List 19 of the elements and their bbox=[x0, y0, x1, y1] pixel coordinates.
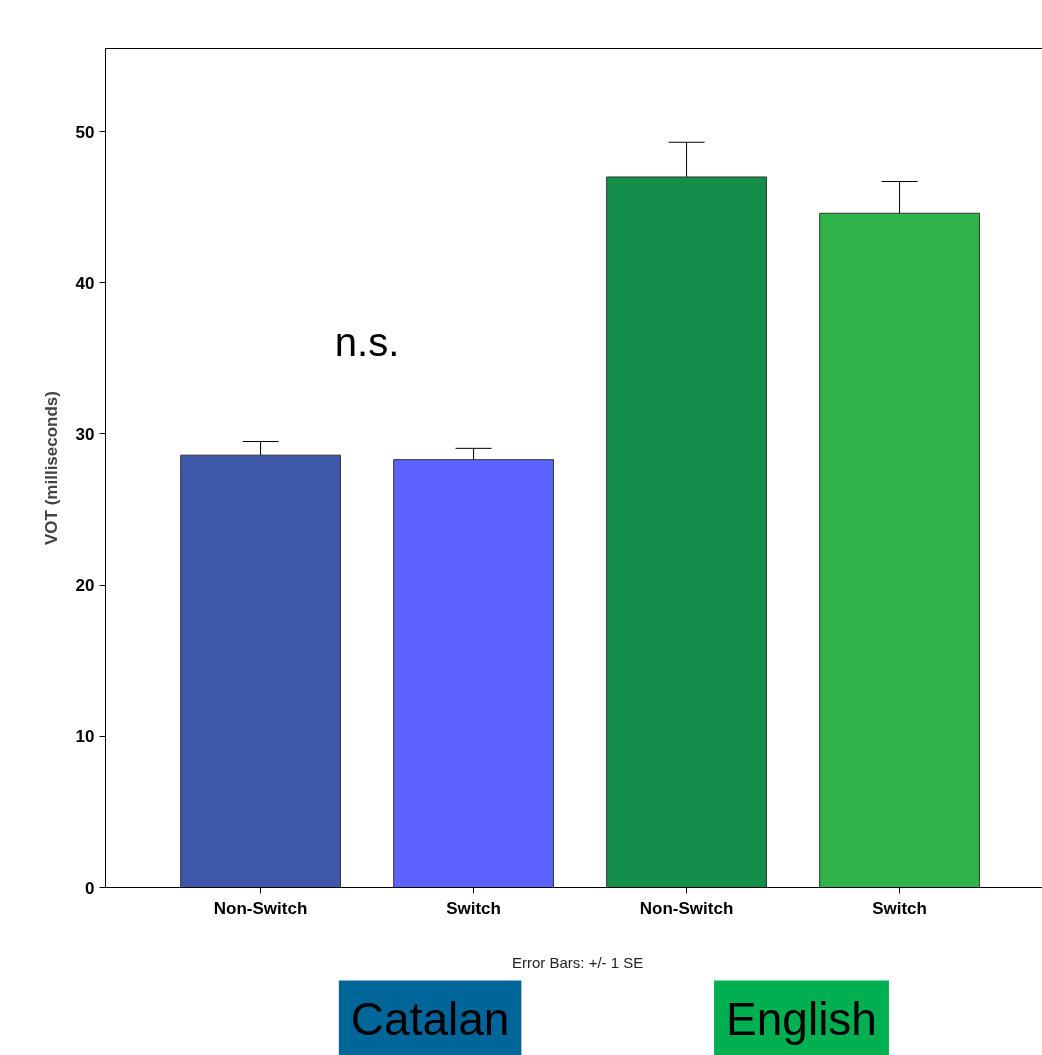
x-tick-label: Non-Switch bbox=[639, 898, 734, 918]
y-tick-label: 20 bbox=[75, 576, 95, 596]
x-tick-label: Switch bbox=[872, 898, 927, 918]
bar bbox=[606, 176, 767, 888]
text: Error Bars: +/- 1 SE bbox=[511, 953, 644, 971]
annotation: n.s. bbox=[334, 320, 400, 365]
x-tick-label: Switch bbox=[446, 898, 501, 918]
y-tick-label: 0 bbox=[85, 878, 95, 898]
y-tick-label: 40 bbox=[75, 273, 95, 293]
text: English bbox=[726, 992, 877, 1045]
x-tick-label: Non-Switch bbox=[213, 898, 308, 918]
y-tick-label: 50 bbox=[75, 122, 95, 142]
bar bbox=[819, 212, 980, 888]
y-tick-label: 30 bbox=[75, 424, 95, 444]
text: Catalan bbox=[350, 992, 510, 1045]
bar bbox=[180, 454, 341, 888]
y-tick-label: 10 bbox=[75, 727, 95, 747]
bar bbox=[393, 459, 554, 888]
y-axis-title: VOT (milliseconds) bbox=[41, 391, 61, 545]
